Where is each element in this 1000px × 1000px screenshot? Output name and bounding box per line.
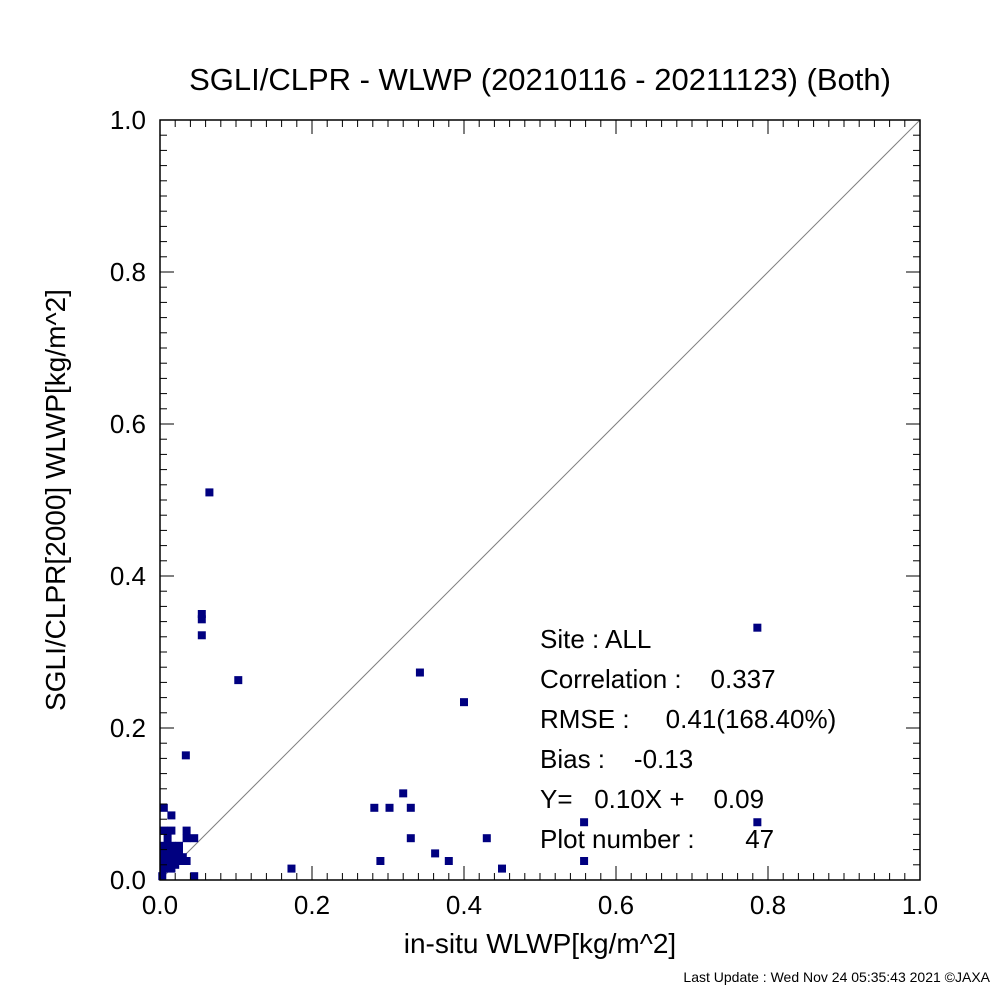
data-point bbox=[181, 751, 190, 760]
y-axis-label: SGLI/CLPR[2000] WLWP[kg/m^2] bbox=[40, 289, 71, 711]
data-point bbox=[753, 623, 762, 632]
tick-labels: 0.0 0.2 0.4 0.6 0.8 1.0 0.0 0.2 0.4 0.6 0.8 1.0 bbox=[110, 105, 938, 920]
data-point bbox=[753, 818, 762, 827]
stats-bias: Bias : -0.13 bbox=[540, 744, 693, 774]
data-point bbox=[182, 834, 191, 843]
x-tick-label: 0.0 bbox=[142, 890, 178, 920]
data-point bbox=[167, 841, 176, 850]
data-point bbox=[158, 872, 167, 881]
x-tick-label: 0.6 bbox=[598, 890, 634, 920]
data-point bbox=[159, 857, 168, 865]
data-point bbox=[415, 668, 424, 677]
data-point bbox=[406, 834, 415, 843]
data-point bbox=[190, 834, 199, 843]
data-point bbox=[460, 698, 468, 707]
data-point bbox=[167, 826, 176, 835]
stats-correlation: Correlation : 0.337 bbox=[540, 664, 776, 694]
x-tick-label: 1.0 bbox=[902, 890, 938, 920]
plot-area: 0.0 0.2 0.4 0.6 0.8 1.0 0.0 0.2 0.4 0.6 0.8 1.0 bbox=[110, 105, 938, 920]
data-point bbox=[167, 811, 176, 820]
x-tick-label: 0.2 bbox=[294, 890, 330, 920]
data-point bbox=[580, 818, 589, 827]
data-point bbox=[406, 803, 415, 812]
data-point bbox=[385, 803, 394, 812]
data-point bbox=[482, 834, 491, 843]
stats-site: Site : ALL bbox=[540, 624, 651, 654]
data-point bbox=[205, 488, 214, 497]
data-point bbox=[431, 849, 440, 858]
data-point bbox=[175, 841, 183, 850]
stats-plot-number: Plot number : 47 bbox=[540, 824, 774, 854]
data-point bbox=[197, 610, 206, 618]
data-point bbox=[159, 849, 168, 858]
data-point bbox=[159, 803, 168, 812]
data-point bbox=[163, 834, 172, 843]
data-points bbox=[158, 488, 762, 881]
data-point bbox=[376, 857, 385, 865]
stats-fit: Y= 0.10X + 0.09 bbox=[540, 784, 764, 814]
y-tick-label: 0.0 bbox=[110, 865, 146, 895]
data-point bbox=[171, 860, 180, 869]
data-point bbox=[182, 826, 191, 835]
data-point bbox=[234, 676, 243, 685]
data-point bbox=[190, 872, 199, 881]
data-point bbox=[159, 826, 168, 835]
footer-last-update: Last Update : Wed Nov 24 05:35:43 2021 ©… bbox=[683, 969, 990, 985]
data-point bbox=[444, 857, 453, 865]
x-axis-label: in-situ WLWP[kg/m^2] bbox=[404, 928, 676, 959]
y-tick-label: 1.0 bbox=[110, 105, 146, 135]
stats-rmse: RMSE : 0.41(168.40%) bbox=[540, 704, 836, 734]
x-tick-label: 0.8 bbox=[750, 890, 786, 920]
data-point bbox=[159, 864, 168, 873]
data-point bbox=[167, 849, 176, 858]
data-point bbox=[580, 857, 589, 865]
data-point bbox=[159, 841, 168, 850]
y-tick-label: 0.4 bbox=[110, 561, 146, 591]
y-tick-label: 0.2 bbox=[110, 713, 146, 743]
stats-box: Site : ALL Correlation : 0.337 RMSE : 0.… bbox=[540, 624, 836, 854]
x-tick-label: 0.4 bbox=[446, 890, 482, 920]
tick-marks bbox=[159, 119, 921, 881]
chart-title: SGLI/CLPR - WLWP (20210116 - 20211123) (… bbox=[189, 62, 891, 97]
y-tick-label: 0.8 bbox=[110, 257, 146, 287]
data-point bbox=[399, 789, 408, 798]
data-point bbox=[287, 864, 296, 873]
data-point bbox=[498, 864, 506, 873]
y-tick-label: 0.6 bbox=[110, 409, 146, 439]
data-point bbox=[197, 615, 206, 624]
data-point bbox=[178, 853, 187, 862]
data-point bbox=[370, 803, 379, 812]
one-to-one-line bbox=[159, 119, 921, 881]
data-point bbox=[197, 631, 206, 640]
